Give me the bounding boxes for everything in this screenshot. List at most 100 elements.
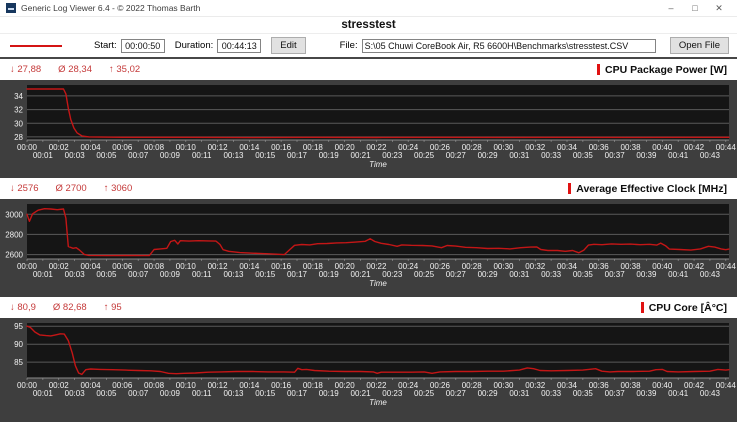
svg-text:00:23: 00:23 bbox=[382, 389, 403, 398]
svg-text:00:23: 00:23 bbox=[382, 151, 403, 160]
svg-text:00:19: 00:19 bbox=[319, 151, 340, 160]
edit-button[interactable]: Edit bbox=[271, 37, 306, 54]
app-icon bbox=[6, 3, 16, 13]
svg-text:00:25: 00:25 bbox=[414, 151, 435, 160]
chart-plot-effective-clock[interactable]: 2600 2800 3000 00:00 00:01 00:02 00:03 00:04 00:… bbox=[0, 199, 737, 297]
duration-label: Duration: bbox=[174, 40, 214, 51]
stats-row-cpu-power: ↓ 27,88 Ø 28,34 ↑ 35,02 CPU Package Powe… bbox=[0, 59, 737, 80]
svg-text:00:09: 00:09 bbox=[160, 270, 181, 279]
svg-text:00:32: 00:32 bbox=[525, 143, 546, 152]
start-input[interactable] bbox=[120, 38, 165, 53]
svg-text:00:27: 00:27 bbox=[446, 389, 467, 398]
svg-text:00:07: 00:07 bbox=[128, 270, 149, 279]
file-label: File: bbox=[339, 40, 358, 51]
svg-text:00:39: 00:39 bbox=[636, 270, 657, 279]
svg-text:00:01: 00:01 bbox=[33, 270, 54, 279]
svg-text:00:00: 00:00 bbox=[17, 381, 38, 390]
svg-text:3000: 3000 bbox=[5, 210, 23, 219]
svg-text:00:04: 00:04 bbox=[81, 381, 102, 390]
svg-text:00:30: 00:30 bbox=[493, 143, 514, 152]
duration-input[interactable] bbox=[217, 38, 262, 53]
svg-text:85: 85 bbox=[14, 358, 23, 367]
svg-text:00:21: 00:21 bbox=[351, 389, 372, 398]
svg-text:00:25: 00:25 bbox=[414, 389, 435, 398]
svg-text:32: 32 bbox=[14, 106, 23, 115]
chart-title-cpu-core-temp: CPU Core [Â°C] bbox=[640, 302, 727, 314]
svg-text:00:00: 00:00 bbox=[17, 143, 38, 152]
svg-text:00:43: 00:43 bbox=[700, 151, 721, 160]
svg-text:00:02: 00:02 bbox=[49, 143, 70, 152]
svg-text:90: 90 bbox=[14, 340, 23, 349]
svg-text:00:22: 00:22 bbox=[366, 262, 387, 271]
start-label: Start: bbox=[94, 40, 117, 51]
svg-text:00:28: 00:28 bbox=[462, 262, 483, 271]
stat-avg: Ø 82,68 bbox=[52, 302, 87, 313]
svg-text:00:03: 00:03 bbox=[65, 270, 86, 279]
svg-text:00:37: 00:37 bbox=[605, 389, 626, 398]
title-accent-bar bbox=[568, 183, 572, 194]
svg-text:00:35: 00:35 bbox=[573, 270, 594, 279]
svg-text:00:29: 00:29 bbox=[478, 389, 499, 398]
svg-text:00:21: 00:21 bbox=[351, 151, 372, 160]
stat-avg: Ø 28,34 bbox=[58, 64, 92, 75]
open-file-button[interactable]: Open File bbox=[669, 37, 729, 54]
svg-text:00:00: 00:00 bbox=[17, 262, 38, 271]
window-controls: – □ ✕ bbox=[659, 1, 731, 16]
svg-text:00:17: 00:17 bbox=[287, 389, 308, 398]
svg-text:00:26: 00:26 bbox=[430, 381, 451, 390]
svg-text:00:31: 00:31 bbox=[509, 389, 530, 398]
stat-min: ↓ 2576 bbox=[10, 183, 39, 194]
svg-text:00:29: 00:29 bbox=[478, 270, 499, 279]
svg-text:00:06: 00:06 bbox=[112, 143, 133, 152]
svg-text:00:44: 00:44 bbox=[716, 381, 737, 390]
page-title: stresstest bbox=[0, 17, 737, 34]
svg-text:00:10: 00:10 bbox=[176, 262, 197, 271]
svg-text:00:04: 00:04 bbox=[81, 262, 102, 271]
chart-title-label: Average Effective Clock [MHz] bbox=[576, 182, 727, 195]
svg-text:00:14: 00:14 bbox=[239, 262, 260, 271]
svg-text:00:19: 00:19 bbox=[319, 389, 340, 398]
stat-max: ↑ 3060 bbox=[103, 183, 133, 194]
series-color-swatch[interactable] bbox=[10, 44, 62, 47]
svg-text:00:35: 00:35 bbox=[573, 389, 594, 398]
close-button[interactable]: ✕ bbox=[715, 2, 723, 13]
stat-min: ↓ 80,9 bbox=[10, 302, 36, 313]
svg-text:00:08: 00:08 bbox=[144, 143, 165, 152]
toolbar: Start: Duration: Edit File: Open File bbox=[0, 34, 737, 57]
svg-text:00:44: 00:44 bbox=[716, 143, 737, 152]
svg-text:00:30: 00:30 bbox=[493, 262, 514, 271]
svg-text:00:14: 00:14 bbox=[239, 381, 260, 390]
svg-text:00:34: 00:34 bbox=[557, 381, 578, 390]
title-bar: Generic Log Viewer 6.4 - © 2022 Thomas B… bbox=[0, 0, 737, 17]
maximize-button[interactable]: □ bbox=[692, 2, 698, 13]
svg-text:00:01: 00:01 bbox=[33, 389, 54, 398]
svg-text:00:20: 00:20 bbox=[335, 381, 356, 390]
svg-text:00:03: 00:03 bbox=[65, 389, 86, 398]
svg-text:00:08: 00:08 bbox=[144, 262, 165, 271]
svg-text:00:40: 00:40 bbox=[652, 381, 673, 390]
svg-text:00:39: 00:39 bbox=[636, 389, 657, 398]
svg-text:00:15: 00:15 bbox=[255, 389, 276, 398]
file-path-input[interactable] bbox=[361, 38, 656, 53]
svg-text:00:27: 00:27 bbox=[446, 270, 467, 279]
svg-text:00:03: 00:03 bbox=[65, 151, 86, 160]
chart-plot-cpu-power[interactable]: 28 30 32 34 00:00 00:01 00:02 00:03 00:04 00:05 00… bbox=[0, 80, 737, 178]
svg-text:00:25: 00:25 bbox=[414, 270, 435, 279]
svg-text:00:33: 00:33 bbox=[541, 389, 562, 398]
toolbar-separator bbox=[0, 57, 737, 59]
svg-text:00:26: 00:26 bbox=[430, 262, 451, 271]
svg-text:00:12: 00:12 bbox=[208, 381, 229, 390]
svg-text:00:05: 00:05 bbox=[96, 389, 117, 398]
svg-text:00:10: 00:10 bbox=[176, 381, 197, 390]
svg-text:00:27: 00:27 bbox=[446, 151, 467, 160]
svg-text:00:05: 00:05 bbox=[96, 151, 117, 160]
chart-plot-cpu-core-temp[interactable]: 85 90 95 00:00 00:01 00:02 00:03 00:04 00:05 00:0… bbox=[0, 318, 737, 422]
minimize-button[interactable]: – bbox=[668, 2, 674, 13]
svg-text:00:32: 00:32 bbox=[525, 381, 546, 390]
svg-text:00:40: 00:40 bbox=[652, 262, 673, 271]
svg-text:00:29: 00:29 bbox=[478, 151, 499, 160]
svg-text:00:04: 00:04 bbox=[81, 143, 102, 152]
svg-text:00:08: 00:08 bbox=[144, 381, 165, 390]
title-accent-bar bbox=[640, 302, 644, 313]
svg-text:2600: 2600 bbox=[5, 251, 23, 260]
